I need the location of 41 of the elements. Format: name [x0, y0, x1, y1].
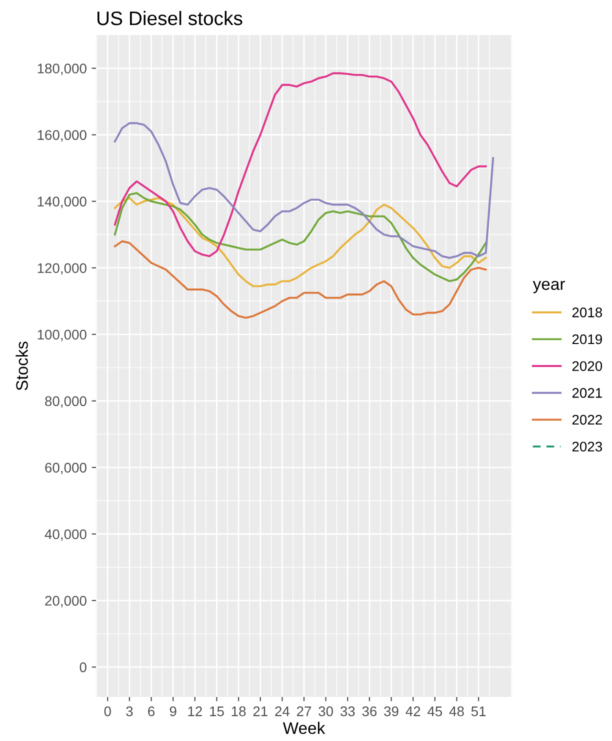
- x-tick-label: 42: [406, 706, 420, 716]
- legend-label: 2022: [572, 414, 602, 425]
- x-tick-label: 6: [148, 706, 155, 716]
- legend-label: 2018: [572, 308, 602, 318]
- y-tick-label: 0: [80, 662, 86, 672]
- line-series: [114, 122, 494, 259]
- x-tick-label: 33: [340, 706, 355, 716]
- x-tick-label: 27: [296, 706, 312, 716]
- y-tick-label: 140,000: [38, 196, 86, 208]
- legend-label: 2023: [572, 442, 602, 452]
- legend-label: 2020: [572, 361, 602, 372]
- y-tick-label: 60,000: [45, 462, 86, 474]
- x-tick-label: 39: [384, 706, 398, 716]
- x-tick-label: 36: [362, 706, 377, 716]
- y-tick-label: 180,000: [38, 64, 86, 76]
- x-tick-label: 18: [232, 706, 246, 716]
- x-tick-label: 0: [104, 706, 111, 716]
- legend-label: 2019: [572, 334, 602, 344]
- y-tick-label: 40,000: [44, 529, 86, 541]
- x-tick-label: 51: [471, 706, 486, 716]
- legend-title: year: [532, 280, 565, 294]
- x-tick-label: 48: [449, 706, 464, 716]
- x-tick-label: 45: [428, 706, 442, 716]
- x-tick-label: 30: [318, 706, 333, 716]
- chart-title: US Diesel stocks: [98, 10, 242, 26]
- y-tick-label: 100,000: [38, 330, 86, 342]
- x-tick-label: 9: [170, 706, 176, 716]
- x-axis-title: Week: [282, 722, 326, 734]
- line-series: [114, 240, 487, 319]
- y-axis-title: Stocks: [16, 342, 28, 390]
- y-tick-label: 120,000: [38, 263, 86, 275]
- x-tick-label: 15: [210, 706, 224, 716]
- x-tick-label: 24: [275, 706, 290, 716]
- x-tick-label: 12: [188, 706, 202, 716]
- legend-label: 2021: [572, 388, 602, 398]
- line-series: [114, 72, 487, 258]
- x-tick-label: 3: [126, 706, 133, 716]
- x-tick-label: 21: [253, 706, 268, 716]
- y-tick-label: 160,000: [38, 130, 86, 142]
- y-tick-label: 80,000: [45, 396, 86, 408]
- y-tick-label: 20,000: [45, 596, 86, 608]
